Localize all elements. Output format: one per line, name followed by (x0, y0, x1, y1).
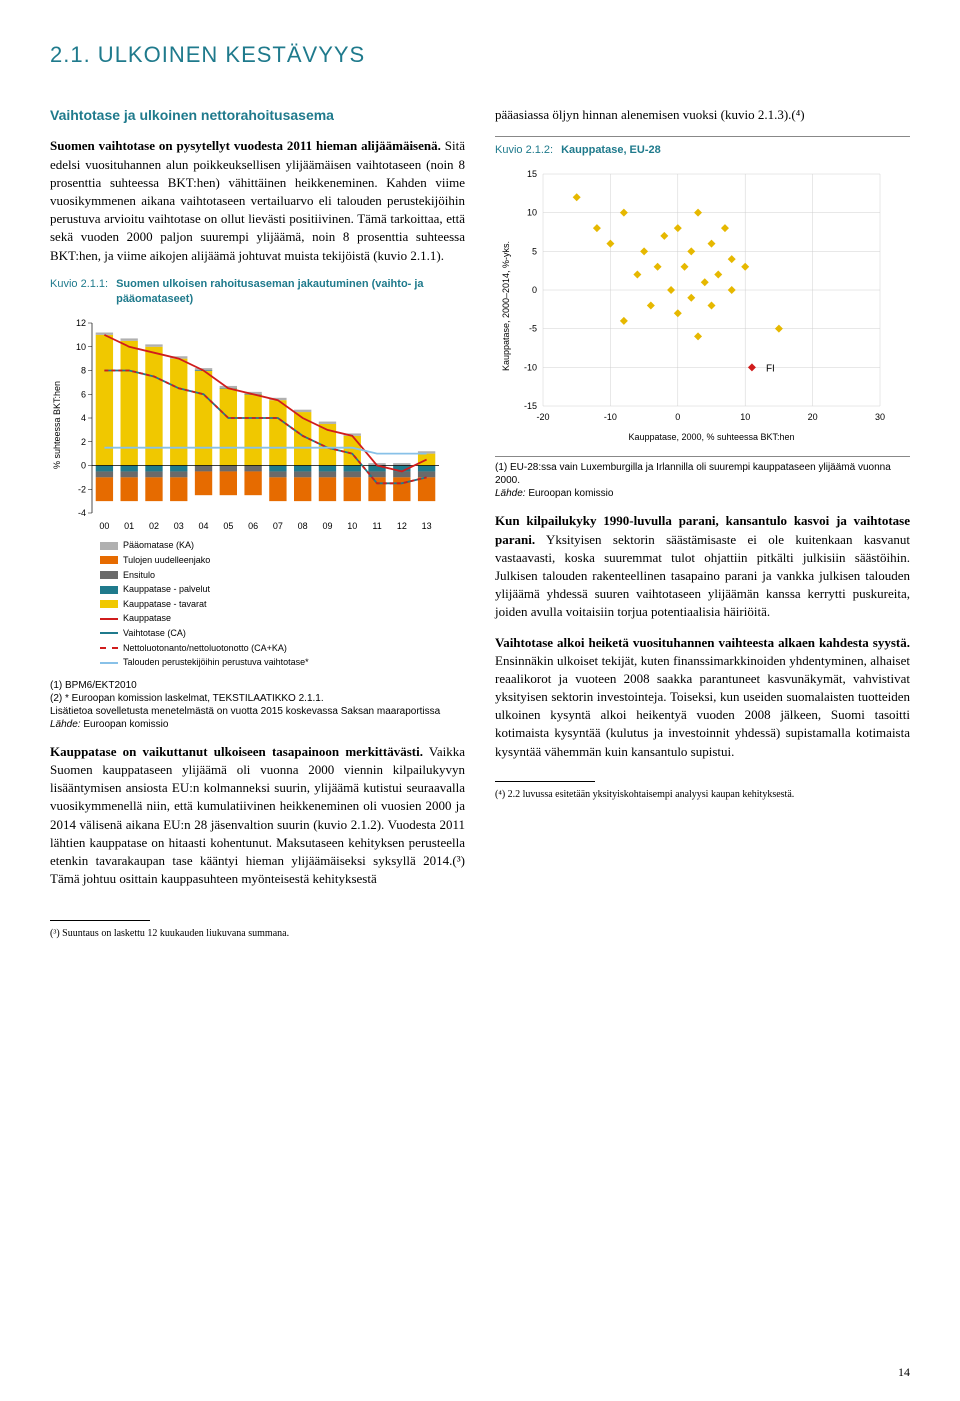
legend-item: Vaihtotase (CA) (100, 627, 465, 640)
svg-text:09: 09 (322, 521, 332, 531)
p1-bold: Suomen vaihtotase on pysytellyt vuodesta… (50, 138, 441, 153)
svg-text:30: 30 (875, 412, 885, 422)
svg-text:10: 10 (740, 412, 750, 422)
svg-text:06: 06 (248, 521, 258, 531)
fig1-note: (1) BPM6/EKT2010(2) * Euroopan komission… (50, 679, 465, 731)
svg-text:03: 03 (174, 521, 184, 531)
legend-item: Kauppatase (100, 612, 465, 625)
fig2-svg: -20 -10 0 10 20 30 -15 -10 -5 0 5 10 15 Kauppatase, 2… (495, 166, 890, 446)
fig1-svg: -4-2024681012% suhteessa BKT:hen00010203… (50, 315, 445, 535)
svg-text:07: 07 (273, 521, 283, 531)
footnote-divider (50, 920, 150, 921)
svg-text:01: 01 (124, 521, 134, 531)
two-column-layout: Vaihtotase ja ulkoinen nettorahoitusasem… (50, 106, 910, 901)
svg-text:10: 10 (527, 208, 537, 218)
section-title: 2.1. ULKOINEN KESTÄVYYS (50, 40, 910, 71)
svg-text:Kauppatase, 2000, % suhteessa: Kauppatase, 2000, % suhteessa BKT:hen (628, 432, 794, 442)
figure-1-chart: -4-2024681012% suhteessa BKT:hen00010203… (50, 315, 465, 668)
p2-rest: Vaikka Suomen kauppataseen ylijäämä oli … (50, 744, 465, 886)
figure-2-caption: Kuvio 2.1.2: Kauppatase, EU-28 (495, 143, 910, 158)
svg-text:15: 15 (527, 169, 537, 179)
fig2-note: (1) EU-28:ssa vain Luxemburgilla ja Irla… (495, 461, 910, 500)
svg-text:04: 04 (199, 521, 209, 531)
svg-text:-4: -4 (78, 508, 86, 518)
svg-text:6: 6 (81, 390, 86, 400)
svg-text:0: 0 (532, 285, 537, 295)
legend-item: Pääomatase (KA) (100, 539, 465, 552)
fig2-number: Kuvio 2.1.2: (495, 143, 553, 158)
svg-text:-2: -2 (78, 485, 86, 495)
svg-text:12: 12 (397, 521, 407, 531)
svg-text:11: 11 (372, 521, 381, 531)
footnote-4: (⁴) 2.2 luvussa esitetään yksityiskohtai… (495, 788, 910, 801)
paragraph-r2: Kun kilpailukyky 1990-luvulla parani, ka… (495, 512, 910, 621)
svg-text:05: 05 (223, 521, 233, 531)
fig1-number: Kuvio 2.1.1: (50, 277, 108, 308)
fig2-title: Kauppatase, EU-28 (561, 143, 661, 158)
svg-text:-15: -15 (524, 401, 537, 411)
paragraph-2: Kauppatase on vaikuttanut ulkoiseen tasa… (50, 743, 465, 889)
footnote-divider-r (495, 781, 595, 782)
svg-text:8: 8 (81, 366, 86, 376)
svg-text:10: 10 (76, 342, 86, 352)
divider (495, 136, 910, 137)
paragraph-r1: pääasiassa öljyn hinnan alenemisen vuoks… (495, 106, 910, 124)
pr3-rest: Ensinnäkin ulkoiset tekijät, kuten finan… (495, 653, 910, 759)
footnote-3: (³) Suuntaus on laskettu 12 kuukauden li… (50, 927, 910, 940)
pr2-rest: Yksityisen sektorin säästämisaste ei ole… (495, 532, 910, 620)
pr3-bold: Vaihtotase alkoi heiketä vuosituhannen v… (495, 635, 910, 650)
legend-item: Ensitulo (100, 569, 465, 582)
page-number: 14 (898, 1364, 910, 1381)
subtitle: Vaihtotase ja ulkoinen nettorahoitusasem… (50, 106, 465, 126)
fig1-title: Suomen ulkoisen rahoitusaseman jakautumi… (116, 277, 465, 308)
svg-text:% suhteessa BKT:hen: % suhteessa BKT:hen (52, 381, 62, 469)
svg-text:-10: -10 (524, 363, 537, 373)
legend-item: Nettoluotonanto/nettoluotonotto (CA+KA) (100, 642, 465, 655)
svg-text:-10: -10 (604, 412, 617, 422)
right-column: pääasiassa öljyn hinnan alenemisen vuoks… (495, 106, 910, 901)
svg-text:00: 00 (99, 521, 109, 531)
svg-text:0: 0 (81, 461, 86, 471)
svg-text:Kauppatase, 2000–2014, %-yks.: Kauppatase, 2000–2014, %-yks. (501, 241, 511, 371)
svg-text:02: 02 (149, 521, 159, 531)
paragraph-r3: Vaihtotase alkoi heiketä vuosituhannen v… (495, 634, 910, 761)
svg-text:-5: -5 (529, 324, 537, 334)
svg-text:4: 4 (81, 413, 86, 423)
legend-item: Kauppatase - palvelut (100, 583, 465, 596)
legend-item: Kauppatase - tavarat (100, 598, 465, 611)
left-column: Vaihtotase ja ulkoinen nettorahoitusasem… (50, 106, 465, 901)
svg-text:FI: FI (766, 364, 775, 375)
svg-text:5: 5 (532, 247, 537, 257)
svg-text:2: 2 (81, 437, 86, 447)
fig1-legend: Pääomatase (KA) Tulojen uudelleenjako Ensi… (100, 539, 465, 668)
legend-item: Tulojen uudelleenjako (100, 554, 465, 567)
svg-text:-20: -20 (536, 412, 549, 422)
divider (495, 456, 910, 457)
svg-text:08: 08 (298, 521, 308, 531)
legend-item: Talouden perustekijöihin perustuva vaiht… (100, 656, 465, 669)
svg-text:12: 12 (76, 318, 86, 328)
p1-rest: Sitä edelsi vuosituhannen alun poikkeuks… (50, 138, 465, 262)
p2-bold: Kauppatase on vaikuttanut ulkoiseen tasa… (50, 744, 423, 759)
svg-text:10: 10 (347, 521, 357, 531)
paragraph-1: Suomen vaihtotase on pysytellyt vuodesta… (50, 137, 465, 264)
figure-1-caption: Kuvio 2.1.1: Suomen ulkoisen rahoitusase… (50, 277, 465, 308)
svg-text:20: 20 (808, 412, 818, 422)
svg-text:0: 0 (675, 412, 680, 422)
svg-text:13: 13 (422, 521, 432, 531)
figure-2-chart: -20 -10 0 10 20 30 -15 -10 -5 0 5 10 15 Kauppatase, 2… (495, 166, 910, 446)
